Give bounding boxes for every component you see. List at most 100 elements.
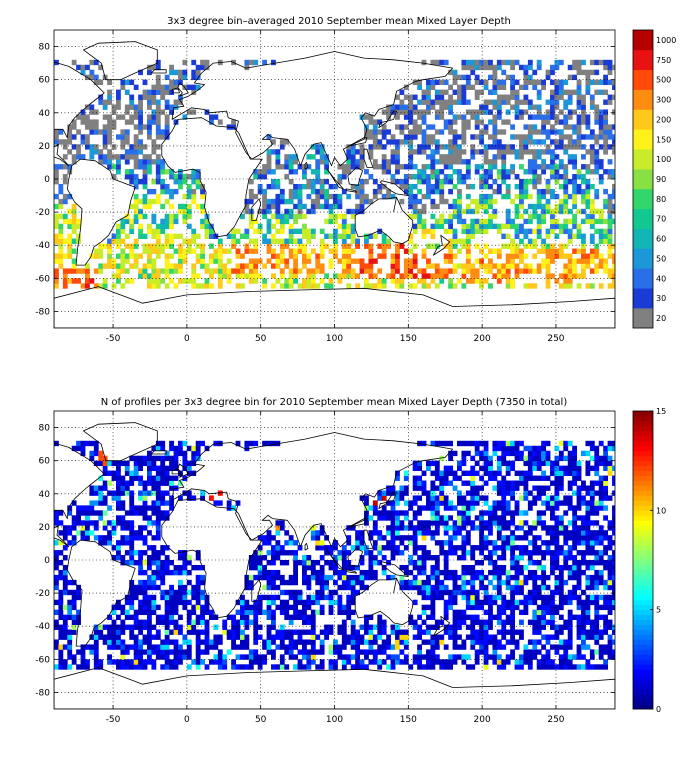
heatmap-cell [155,629,161,635]
heatmap-cell [315,664,321,670]
heatmap-cell [612,253,615,259]
heatmap-cell [58,228,64,235]
heatmap-cell [523,218,529,225]
heatmap-cell [412,579,418,586]
heatmap-cell [120,114,126,120]
heatmap-cell [54,515,59,521]
heatmap-cell [474,243,480,249]
heatmap-cell [408,149,414,155]
heatmap-cell [492,159,498,165]
heatmap-cell [519,520,524,526]
heatmap-cell [129,243,135,249]
heatmap-cell [116,164,121,170]
heatmap-cell [297,193,303,200]
heatmap-cell [399,525,405,531]
heatmap-cell [523,149,529,155]
heatmap-cell [200,263,205,269]
heatmap-cell [235,644,241,650]
heatmap-cell [457,589,462,596]
heatmap-cell [452,644,458,650]
heatmap-cell [488,223,493,230]
heatmap-cell [536,263,542,269]
heatmap-cell [421,248,427,254]
heatmap-cell [253,440,259,447]
heatmap-cell [408,500,414,506]
heatmap-cell [333,599,338,606]
heatmap-cell [536,535,542,541]
heatmap-cell [266,639,272,645]
heatmap-cell [58,139,64,145]
heatmap-cell [284,218,290,225]
heatmap-cell [510,614,516,620]
heatmap-cell [58,198,64,205]
heatmap-cell [138,505,143,511]
heatmap-cell [138,535,143,541]
heatmap-cell [266,159,272,165]
heatmap-cell [408,159,414,165]
heatmap-cell [89,69,95,76]
heatmap-cell [470,550,476,556]
heatmap-cell [302,579,307,586]
heatmap-cell [603,79,609,86]
heatmap-cell [288,629,294,635]
heatmap-cell [598,164,604,170]
heatmap-cell [266,198,272,205]
heatmap-cell [71,540,77,546]
heatmap-cell [226,500,232,506]
heatmap-cell [293,574,298,581]
heatmap-cell [151,188,157,195]
heatmap-cell [120,515,126,521]
heatmap-cell [71,213,77,220]
heatmap-cell [527,213,533,220]
heatmap-cell [169,664,174,670]
heatmap-cell [572,74,578,81]
heatmap-cell [58,594,64,601]
heatmap-cell [275,550,281,556]
heatmap-cell [572,223,578,230]
heatmap-cell [523,179,529,185]
heatmap-cell [182,639,188,645]
heatmap-cell [67,193,73,200]
heatmap-cell [147,574,152,581]
heatmap-cell [372,634,378,640]
heatmap-cell [510,74,516,81]
heatmap-cell [523,550,529,556]
heatmap-cell [328,283,334,289]
heatmap-cell [448,238,454,244]
heatmap-cell [372,258,378,264]
heatmap-cell [98,664,104,670]
heatmap-cell [178,495,183,501]
heatmap-cell [505,574,511,581]
heatmap-cell [346,193,352,200]
heatmap-cell [364,584,369,591]
heatmap-cell [510,144,516,150]
heatmap-cell [324,218,329,225]
heatmap-cell [474,490,480,496]
heatmap-cell [67,614,73,620]
heatmap-cell [173,174,179,180]
heatmap-cell [492,129,498,135]
heatmap-cell [186,470,192,476]
heatmap-cell [350,149,356,155]
heatmap-cell [536,64,542,71]
heatmap-cell [147,64,152,71]
heatmap-cell [479,228,485,235]
heatmap-cell [93,283,99,289]
heatmap-cell [554,94,560,100]
heatmap-cell [541,79,547,86]
heatmap-cell [488,455,493,462]
heatmap-cell [399,104,405,110]
heatmap-cell [102,520,108,526]
heatmap-cell [359,258,365,264]
heatmap-cell [377,659,383,665]
heatmap-cell [567,238,573,244]
heatmap-cell [151,228,157,235]
heatmap-cell [399,99,405,105]
heatmap-cell [377,649,383,655]
heatmap-cell [319,589,325,596]
heatmap-cell [350,619,356,625]
heatmap-cell [395,268,400,274]
heatmap-cell [306,649,312,655]
heatmap-cell [612,94,615,100]
heatmap-cell [572,124,578,130]
